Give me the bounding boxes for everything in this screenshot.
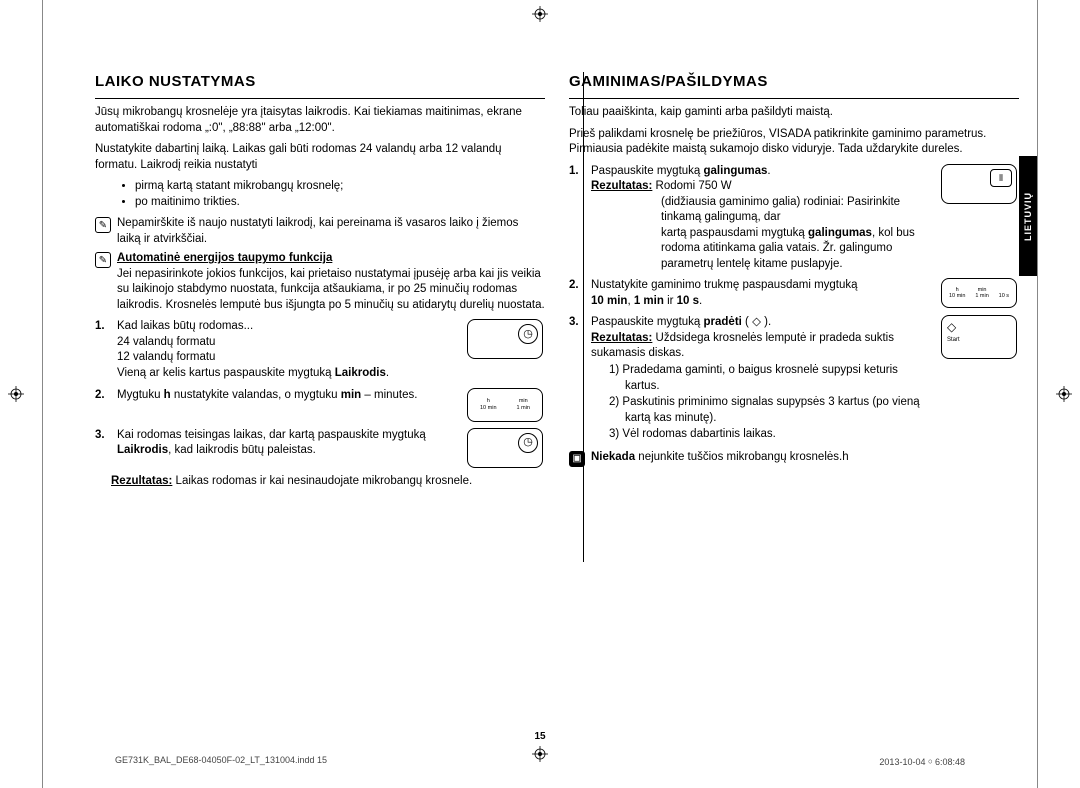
step-body: Paspauskite mygtuką pradėti ( ◇ ). Rezul… [591, 315, 935, 443]
list-item: 1) Pradedama gaminti, o baigus krosnelė … [609, 363, 935, 394]
print-footer: GE731K_BAL_DE68-04050F-02_LT_131004.indd… [115, 755, 965, 768]
heading-time-setting: LAIKO NUSTATYMAS [95, 72, 545, 92]
time-buttons-figure: h10 min min1 min 10 s [941, 278, 1019, 308]
label: min1 min [975, 287, 988, 299]
power-button-figure: ⫴ [941, 164, 1019, 204]
list-item: 3) Vėl rodomas dabartinis laikas. [609, 427, 935, 443]
start-icon: ◇ [947, 319, 956, 335]
result-line: Rezultatas: Laikas rodomas ir kai nesina… [95, 474, 545, 490]
warning-text: Niekada nejunkite tuščios mikrobangų kro… [591, 450, 849, 466]
step-subtext: kartą paspausdami mygtuką galingumas, ko… [591, 226, 935, 273]
registration-mark-right [1056, 386, 1072, 402]
language-tab: LIETUVIŲ [1019, 156, 1037, 276]
warning-icon: ▣ [569, 451, 585, 467]
label: 10 s [999, 287, 1009, 299]
note-icon: ✎ [95, 217, 111, 233]
right-column: GAMINIMAS/PAŠILDYMAS Toliau paaiškinta, … [569, 72, 1019, 489]
step-text: Vieną ar kelis kartus paspauskite mygtuk… [117, 366, 461, 382]
heading-cooking: GAMINIMAS/PAŠILDYMAS [569, 72, 1019, 92]
left-column: LAIKO NUSTATYMAS Jūsų mikrobangų krosnel… [95, 72, 545, 489]
intro-text: Prieš palikdami krosnelę be priežiūros, … [569, 127, 1019, 158]
step-subtext: (didžiausia gaminimo galia) rodiniai: Pa… [591, 195, 935, 226]
start-button-figure: ◇ Start [941, 315, 1019, 359]
step-text: 24 valandų formatu [117, 335, 461, 351]
step-number: 3. [569, 315, 585, 331]
page-number: 15 [43, 731, 1037, 742]
time-buttons-figure: h10 min min1 min [467, 388, 545, 422]
step-text: Kad laikas būtų rodomas... [117, 319, 461, 335]
clock-button-figure: ◷ [467, 428, 545, 468]
registration-mark-left [8, 386, 24, 402]
step-text: 12 valandų formatu [117, 350, 461, 366]
result-sublist: 1) Pradedama gaminti, o baigus krosnelė … [591, 363, 935, 443]
list-item: 2) Paskutinis priminimo signalas supypsė… [609, 395, 935, 426]
bullet-list: pirmą kartą statant mikrobangų krosnelę;… [95, 179, 545, 210]
start-label: Start [947, 336, 960, 344]
note-icon: ✎ [95, 252, 111, 268]
footer-timestamp: 2013-10-04 ￮ 6:08:48 [879, 755, 965, 768]
h-button-label: h10 min [480, 398, 497, 410]
auto-energy-heading: Automatinė energijos taupymo funkcija [117, 251, 545, 267]
auto-energy-block: Automatinė energijos taupymo funkcija Je… [117, 251, 545, 313]
clock-icon: ◷ [518, 324, 538, 344]
page-frame: LIETUVIŲ LAIKO NUSTATYMAS Jūsų mikrobang… [42, 0, 1038, 788]
step-number: 2. [569, 278, 585, 294]
intro-text-2: Nustatykite dabartinį laiką. Laikas gali… [95, 142, 545, 173]
step-number: 3. [95, 428, 111, 444]
bullet-item: po maitinimo trikties. [135, 195, 545, 211]
step-number: 1. [569, 164, 585, 180]
step-body: Kai rodomas teisingas laikas, dar kartą … [117, 428, 461, 459]
clock-button-figure: ◷ [467, 319, 545, 359]
min-button-label: min1 min [517, 398, 530, 410]
clock-icon: ◷ [518, 433, 538, 453]
step-number: 1. [95, 319, 111, 335]
intro-text: Toliau paaiškinta, kaip gaminti arba paš… [569, 105, 1019, 121]
step-body: Mygtuku h nustatykite valandas, o mygtuk… [117, 388, 461, 404]
power-icon: ⫴ [990, 169, 1012, 187]
footer-filename: GE731K_BAL_DE68-04050F-02_LT_131004.indd… [115, 755, 327, 768]
step-body: Paspauskite mygtuką galingumas. Rezultat… [591, 164, 935, 273]
auto-energy-body: Jei nepasirinkote jokios funkcijos, kai … [117, 267, 545, 314]
step-body: Nustatykite gaminimo trukmę paspausdami … [591, 278, 935, 309]
heading-rule [95, 98, 545, 99]
heading-rule [569, 98, 1019, 99]
note-text: Nepamirškite iš naujo nustatyti laikrodį… [117, 216, 545, 247]
bullet-item: pirmą kartą statant mikrobangų krosnelę; [135, 179, 545, 195]
label: h10 min [949, 287, 966, 299]
intro-text-1: Jūsų mikrobangų krosnelėje yra įtaisytas… [95, 105, 545, 136]
step-number: 2. [95, 388, 111, 404]
step-body: Kad laikas būtų rodomas... 24 valandų fo… [117, 319, 461, 381]
